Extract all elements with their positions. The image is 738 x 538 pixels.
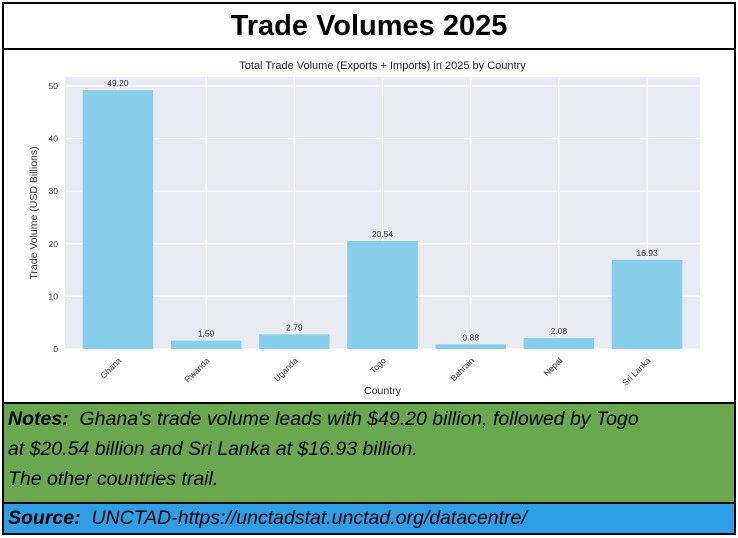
y-tick-label: 0: [53, 344, 58, 354]
x-tick-label: Uganda: [272, 355, 300, 383]
x-axis-label: Country: [364, 385, 402, 397]
source-text: UNCTAD-https://unctadstat.unctad.org/dat…: [91, 507, 527, 529]
x-tick-label: Bahrain: [448, 355, 476, 383]
chart-area: 0 10 20 30 40 50 49.20 Ghana 1.59 Rwanda 2.79 Ugand…: [4, 50, 734, 402]
bar-nepal: [523, 338, 595, 349]
data-label: 20.54: [372, 229, 394, 239]
chart-title: Total Trade Volume (Exports + Imports) i…: [239, 60, 526, 72]
bar-togo: [347, 240, 418, 349]
data-label: 49.20: [107, 78, 129, 88]
bar-rwanda: [170, 340, 242, 349]
data-label: 2.79: [286, 322, 303, 332]
source-label: Source:: [8, 507, 81, 529]
source-panel: Source: UNCTAD-https://unctadstat.unctad…: [4, 504, 734, 533]
x-tick-label: Sri Lanka: [620, 355, 653, 388]
bar-ghana: [82, 90, 154, 349]
data-label: 2.08: [551, 326, 568, 336]
bar-sri-lanka: [611, 259, 683, 349]
bar-bahrain: [435, 344, 506, 349]
y-axis-label: Trade Volume (USD Billions): [28, 146, 40, 279]
notes-line-3: The other countries trail.: [8, 468, 219, 490]
data-label: 0.88: [462, 332, 479, 342]
bar-uganda: [259, 334, 330, 349]
x-tick-label: Togo: [368, 355, 388, 375]
y-tick-label: 20: [49, 239, 59, 249]
notes-line-2: at $20.54 billion and Sri Lanka at $16.9…: [8, 438, 418, 460]
notes-line-1: Ghana's trade volume leads with $49.20 b…: [79, 408, 639, 430]
y-tick-label: 10: [49, 291, 59, 301]
x-tick-label: Nepal: [542, 355, 565, 378]
x-tick-label: Ghana: [98, 355, 123, 380]
notes-panel: Notes: Ghana's trade volume leads with $…: [4, 402, 734, 504]
notes-label: Notes:: [8, 408, 69, 430]
y-tick-label: 30: [49, 186, 59, 196]
page-title: Trade Volumes 2025: [4, 4, 734, 50]
x-tick-label: Rwanda: [182, 355, 211, 384]
y-tick-label: 50: [49, 81, 59, 91]
data-label: 16.93: [636, 248, 658, 258]
y-tick-label: 40: [49, 134, 59, 144]
data-label: 1.59: [198, 329, 215, 339]
bar-chart: 0 10 20 30 40 50 49.20 Ghana 1.59 Rwanda 2.79 Ugand…: [28, 60, 700, 397]
